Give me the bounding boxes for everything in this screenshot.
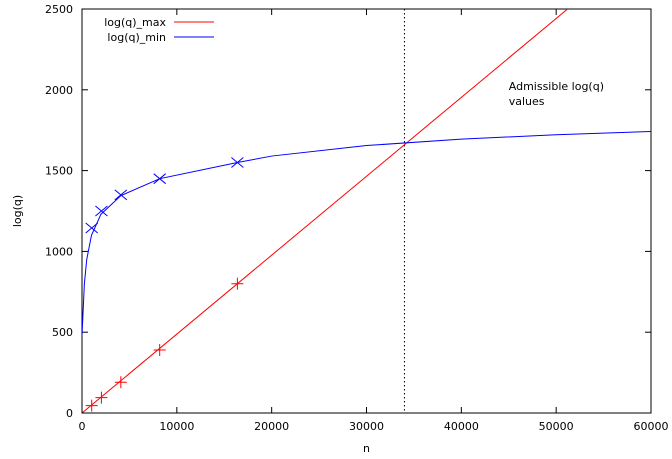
- plot-frame: [81, 8, 652, 414]
- annotation: Admissible log(q) values: [509, 80, 604, 108]
- x-tick-label: 40000: [444, 420, 479, 433]
- y-axis: 0 500 1000 1500 2000 2500: [45, 3, 651, 420]
- y-tick-label: 1000: [45, 245, 73, 258]
- x-tick-label: 60000: [634, 420, 669, 433]
- series-1: [82, 9, 568, 413]
- legend-label: log(q)_max: [104, 16, 166, 29]
- y-tick-label: 1500: [45, 165, 73, 178]
- data-point-cross: [95, 205, 108, 217]
- y-tick-label: 2500: [45, 3, 73, 16]
- data-point-plus: [114, 376, 127, 389]
- x-tick-label: 20000: [254, 420, 289, 433]
- data-point-cross: [114, 189, 128, 201]
- series-line: [82, 9, 568, 413]
- y-tick-label: 500: [52, 326, 73, 339]
- x-tick-label: 10000: [159, 420, 194, 433]
- x-tick-label: 0: [79, 420, 86, 433]
- x-tick-label: 30000: [349, 420, 384, 433]
- series-line: [82, 130, 651, 336]
- x-axis: 0 10000 20000 30000 40000 50000 60000: [79, 9, 669, 433]
- plot-area: [81, 8, 652, 414]
- annotation-text: Admissible log(q): [509, 80, 604, 93]
- y-tick-label: 2000: [45, 84, 73, 97]
- data-point-plus: [153, 343, 166, 356]
- x-axis-label: n: [363, 442, 370, 455]
- y-tick-label: 0: [66, 407, 73, 420]
- legend: log(q)_max log(q)_min: [104, 16, 214, 44]
- annotation-text: values: [509, 95, 545, 108]
- legend-label: log(q)_min: [107, 31, 166, 44]
- series-2: [82, 130, 651, 336]
- series-markers: [85, 277, 244, 412]
- data-point-plus: [85, 399, 98, 412]
- data-point-cross: [85, 222, 99, 234]
- data-point-cross: [231, 157, 244, 168]
- data-point-plus: [95, 391, 108, 404]
- series-markers: [85, 157, 244, 234]
- data-point-cross: [153, 173, 167, 185]
- y-axis-label: log(q): [11, 195, 24, 227]
- data-point-plus: [231, 277, 244, 290]
- x-tick-label: 50000: [539, 420, 574, 433]
